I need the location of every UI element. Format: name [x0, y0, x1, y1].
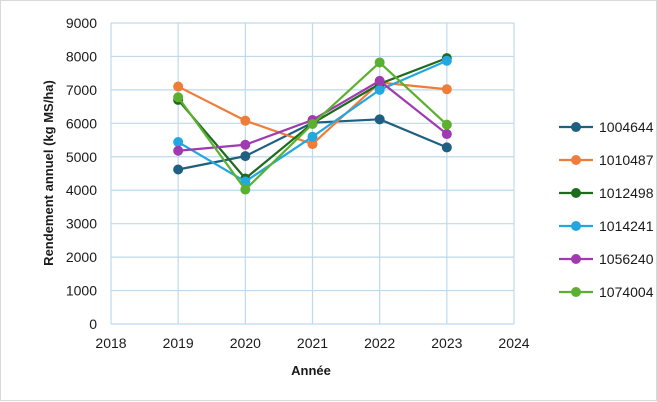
data-point — [173, 81, 184, 92]
legend-marker — [571, 221, 581, 231]
legend-marker — [571, 155, 581, 165]
series-1014241 — [173, 55, 452, 187]
legend-marker — [571, 254, 581, 264]
legend-label: 1074004 — [599, 284, 654, 300]
series-lines — [173, 53, 452, 195]
y-axis-title: Rendement annuel (kg MS/ha) — [41, 80, 56, 266]
legend: 1004644 1010487 1012498 1014241 1056240 10740… — [559, 119, 654, 300]
legend-label: 1010487 — [599, 152, 654, 168]
legend-marker — [571, 287, 581, 297]
legend-item-1074004: 1074004 — [559, 284, 654, 300]
x-tick-label: 2021 — [297, 335, 328, 351]
y-tick-label: 4000 — [66, 182, 97, 198]
legend-item-1056240: 1056240 — [559, 251, 654, 267]
data-point — [240, 176, 251, 187]
legend-marker — [571, 188, 581, 198]
legend-label: 1014241 — [599, 218, 654, 234]
data-point — [173, 145, 184, 156]
gridlines — [111, 22, 515, 324]
x-tick-label: 2024 — [498, 335, 529, 351]
y-tick-label: 8000 — [66, 48, 97, 64]
legend-marker — [571, 122, 581, 132]
x-tick-label: 2022 — [364, 335, 395, 351]
data-point — [441, 129, 452, 140]
data-point — [374, 84, 385, 95]
tick-labels: 0 1000 2000 3000 4000 5000 6000 7000 8000 9000 201… — [66, 15, 530, 351]
data-point — [173, 164, 184, 175]
data-point — [173, 92, 184, 103]
x-tick-label: 2020 — [230, 335, 261, 351]
x-tick-label: 2018 — [95, 335, 126, 351]
y-tick-label: 7000 — [66, 82, 97, 98]
y-tick-label: 0 — [89, 316, 97, 332]
y-tick-label: 6000 — [66, 115, 97, 131]
legend-item-1012498: 1012498 — [559, 185, 654, 201]
series-1074004 — [173, 57, 452, 195]
x-tick-label: 2023 — [431, 335, 462, 351]
data-point — [240, 184, 251, 195]
y-tick-label: 1000 — [66, 283, 97, 299]
y-tick-label: 9000 — [66, 15, 97, 31]
y-tick-label: 2000 — [66, 249, 97, 265]
data-point — [240, 151, 251, 162]
legend-label: 1004644 — [599, 119, 654, 135]
data-point — [240, 115, 251, 126]
data-point — [307, 131, 318, 142]
data-point — [307, 119, 318, 130]
data-point — [441, 119, 452, 130]
data-point — [374, 57, 385, 68]
data-point — [441, 142, 452, 153]
x-axis-title: Année — [291, 363, 331, 378]
legend-label: 1012498 — [599, 185, 654, 201]
axes — [110, 23, 514, 325]
data-point — [307, 139, 318, 150]
y-tick-label: 5000 — [66, 149, 97, 165]
data-point — [441, 84, 452, 95]
legend-label: 1056240 — [599, 251, 654, 267]
data-point — [374, 114, 385, 125]
data-point — [240, 139, 251, 150]
legend-item-1014241: 1014241 — [559, 218, 654, 234]
data-point — [173, 137, 184, 148]
x-tick-label: 2019 — [163, 335, 194, 351]
data-point — [374, 75, 385, 86]
legend-item-1004644: 1004644 — [559, 119, 654, 135]
y-tick-label: 3000 — [66, 216, 97, 232]
legend-item-1010487: 1010487 — [559, 152, 654, 168]
data-point — [441, 55, 452, 66]
